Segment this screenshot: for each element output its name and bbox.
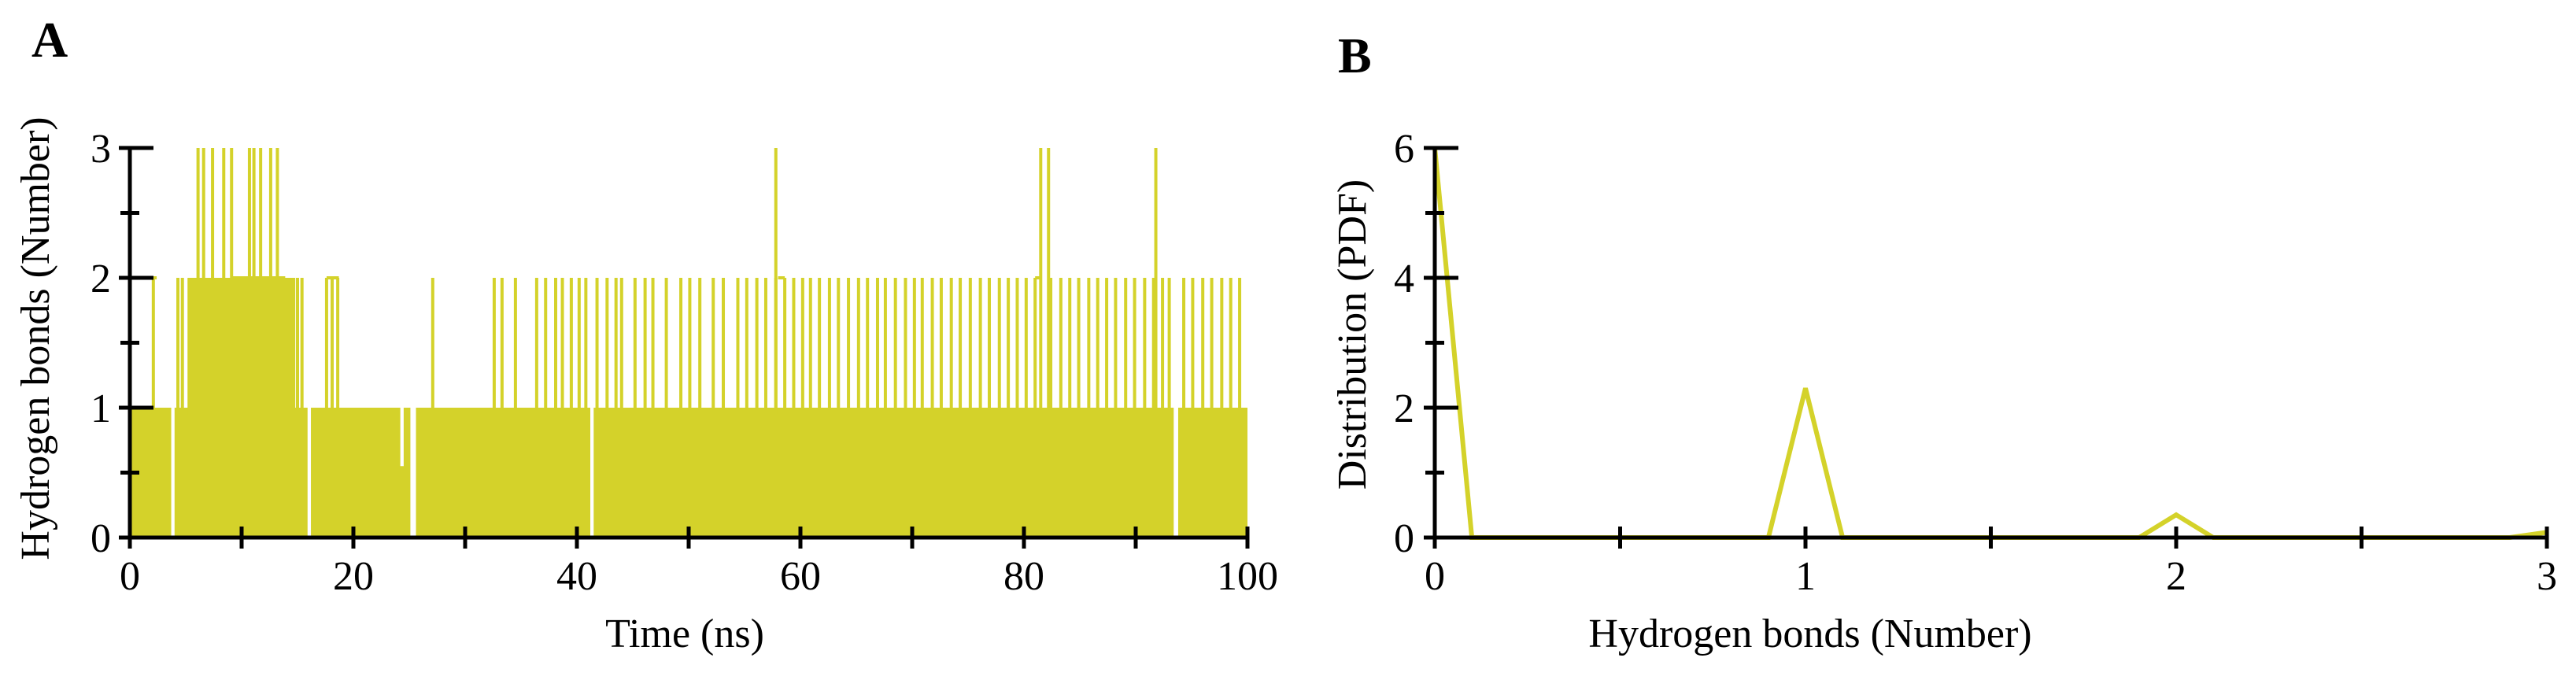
panel-a-dense-region (187, 278, 296, 538)
panel-b-plot-area (1432, 147, 2548, 540)
panel-b-x-axis-title: Hydrogen bonds (Number) (1588, 612, 2031, 656)
panel-b-x-tick-label: 1 (1795, 554, 1816, 599)
panel-a-y-tick-label: 0 (91, 516, 111, 561)
panel-a-plot-area (130, 148, 1247, 538)
panel-a-label: A (31, 12, 68, 68)
panel-b-y-tick-label: 4 (1394, 257, 1414, 301)
panel-b-x-tick-label: 3 (2537, 554, 2557, 599)
panel-a-y-tick-label: 3 (91, 127, 111, 172)
panel-b-label: B (1338, 28, 1372, 83)
panel-a-x-tick-label: 0 (120, 554, 140, 599)
panel-b-x-tick-label: 2 (2166, 554, 2186, 599)
panel-b-y-tick-label: 0 (1394, 516, 1414, 561)
panel-a-x-tick-label: 100 (1217, 554, 1278, 599)
panel-b-y-axis-title: Distribution (PDF) (1330, 179, 1375, 490)
panel-b-y-tick-label: 6 (1394, 127, 1414, 172)
panel-a-x-tick-label: 80 (1003, 554, 1044, 599)
panel-a-y-axis-title: Hydrogen bonds (Number) (13, 116, 58, 560)
panel-a-y-tick-label: 1 (91, 386, 111, 431)
panel-b-axes: 0 1 2 3 0 2 4 6 (1394, 127, 2557, 599)
panel-a-chart: A 0 20 40 60 80 100 0 1 2 3 Time (ns) Hydrogen bo… (13, 12, 1278, 656)
panel-a-x-tick-label: 40 (556, 554, 597, 599)
panel-a-x-tick-label: 60 (780, 554, 821, 599)
panel-a-area-fill (130, 408, 1247, 538)
panel-b-y-tick-label: 2 (1394, 386, 1414, 431)
panel-b-chart: B 0 1 2 3 0 2 4 6 Hydrogen bonds (Number) Distr… (1330, 28, 2557, 656)
panel-b-x-tick-label: 0 (1425, 554, 1445, 599)
panel-a-x-axis-title: Time (ns) (605, 612, 764, 656)
panel-a-y-tick-label: 2 (91, 257, 111, 301)
panel-a-x-tick-label: 20 (333, 554, 374, 599)
panel-b-pdf-line (1432, 147, 2548, 540)
panel-a-axes: 0 20 40 60 80 100 0 1 2 3 (91, 127, 1278, 599)
